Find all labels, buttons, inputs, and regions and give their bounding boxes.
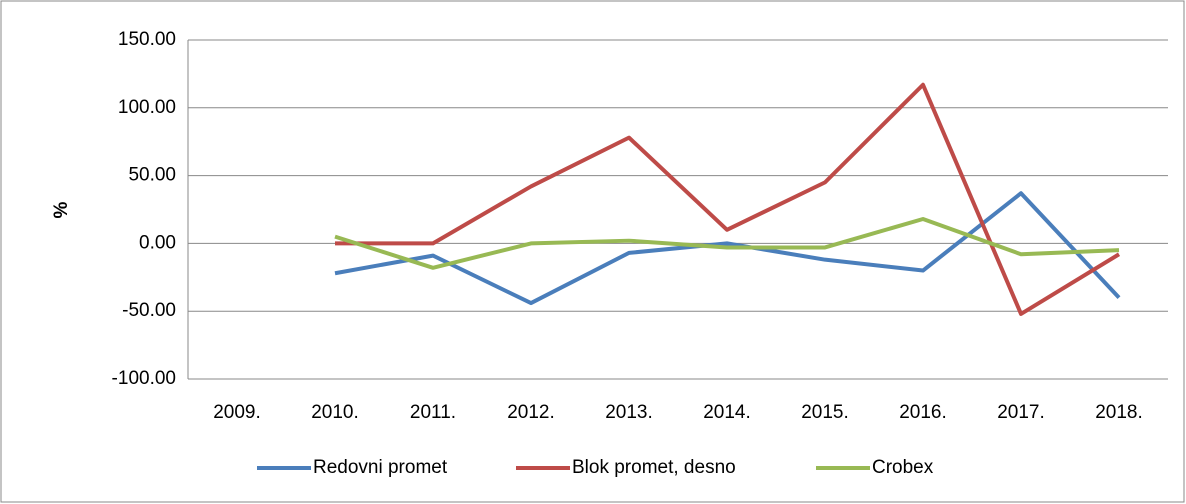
y-tick-label: 50.00 xyxy=(128,165,176,186)
x-tick-label: 2012. xyxy=(507,402,555,423)
series-line xyxy=(335,82,1121,316)
x-tick-label: 2009. xyxy=(213,402,261,423)
legend-label: Blok promet, desno xyxy=(572,457,736,478)
x-tick-label: 2013. xyxy=(605,402,653,423)
x-tick-label: 2018. xyxy=(1095,402,1143,423)
y-tick-label: -100.00 xyxy=(112,368,176,389)
y-axis-label: % xyxy=(51,201,72,218)
series-line xyxy=(334,216,1120,270)
x-tick-label: 2015. xyxy=(801,402,849,423)
x-tick-label: 2016. xyxy=(899,402,947,423)
x-tick-label: 2017. xyxy=(997,402,1045,423)
y-tick-label: 0.00 xyxy=(139,232,176,253)
x-tick-label: 2011. xyxy=(410,402,456,423)
x-tick-label: 2010. xyxy=(311,402,359,423)
y-tick-label: 150.00 xyxy=(118,29,176,50)
x-tick-label: 2014. xyxy=(703,402,751,423)
legend-label: Crobex xyxy=(872,457,934,478)
legend-label: Redovni promet xyxy=(313,457,448,478)
y-tick-label: 100.00 xyxy=(118,97,176,118)
series-line xyxy=(334,191,1121,306)
y-tick-label: -50.00 xyxy=(122,300,176,321)
